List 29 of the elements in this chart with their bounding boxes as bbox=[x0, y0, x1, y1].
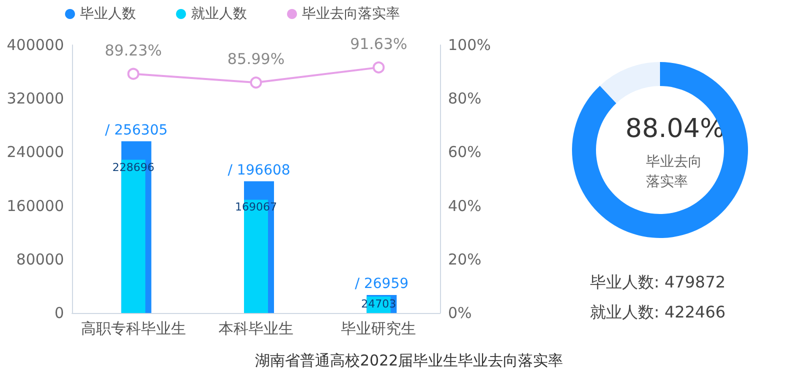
x-tick-label: 毕业研究生 bbox=[341, 320, 416, 338]
text: 毕业人数: 479872 bbox=[590, 272, 726, 292]
text: 湖南省普通高校2022届毕业生毕业去向落实率 bbox=[255, 352, 564, 370]
data-label: 88.04% bbox=[625, 114, 725, 144]
x-tick-label: 高职专科毕业生 bbox=[80, 320, 186, 338]
data-label: / 196608 bbox=[228, 162, 290, 178]
text: 毕业去向落实率 bbox=[646, 154, 702, 190]
data-label: 91.63% bbox=[350, 34, 408, 53]
y-tick-label: 320000 bbox=[6, 90, 64, 108]
y2-tick-label: 80% bbox=[448, 90, 482, 108]
data-label: 85.99% bbox=[227, 50, 285, 68]
y2-tick-label: 60% bbox=[448, 143, 482, 162]
text: 就业人数: 422466 bbox=[590, 302, 726, 322]
data-label: 89.23% bbox=[104, 41, 162, 60]
y2-tick-label: 40% bbox=[448, 196, 482, 215]
data-label: / 256305 bbox=[105, 122, 168, 138]
y2-tick-label: 0% bbox=[448, 304, 472, 322]
legend-label: 毕业去向落实率 bbox=[302, 6, 400, 22]
legend-label: 毕业人数 bbox=[80, 6, 136, 22]
y2-tick-label: 100% bbox=[448, 36, 491, 54]
y-tick-label: 80000 bbox=[16, 250, 64, 268]
y2-tick-label: 20% bbox=[448, 250, 482, 268]
y-tick-label: 160000 bbox=[6, 196, 64, 215]
y-tick-label: 0 bbox=[54, 304, 64, 322]
data-label: / 26959 bbox=[354, 276, 409, 292]
y-tick-label: 240000 bbox=[6, 143, 64, 162]
legend-label: 就业人数 bbox=[191, 6, 247, 22]
x-tick-label: 本科毕业生 bbox=[218, 320, 294, 338]
y-tick-label: 400000 bbox=[6, 36, 64, 54]
